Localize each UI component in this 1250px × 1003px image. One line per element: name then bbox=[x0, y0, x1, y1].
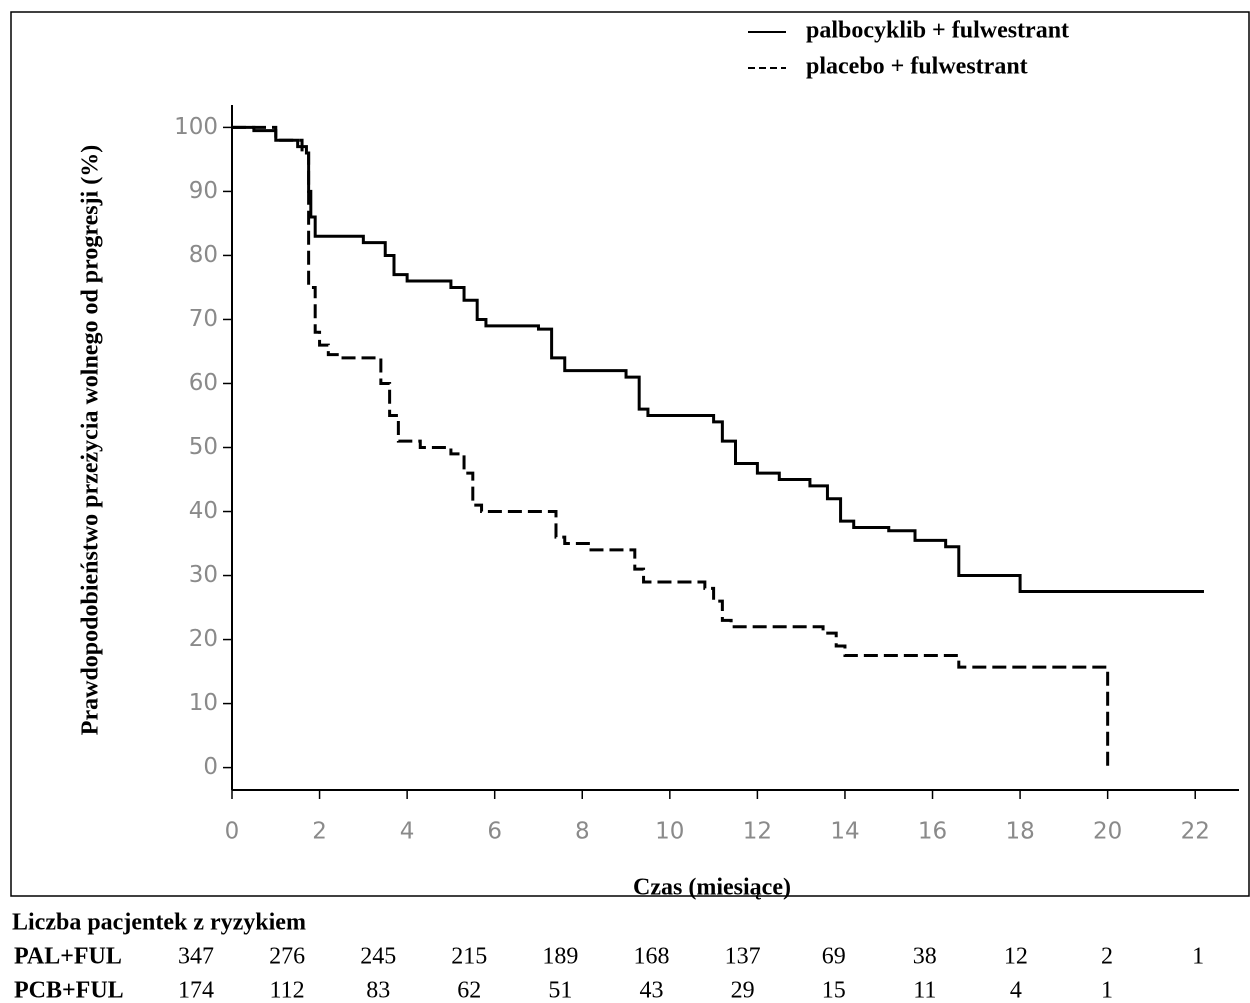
y-tick-label: 10 bbox=[189, 690, 218, 716]
x-tick-label: 8 bbox=[575, 819, 590, 845]
risk-count: 15 bbox=[822, 978, 846, 1003]
risk-count: 12 bbox=[1004, 944, 1028, 970]
y-tick-label: 20 bbox=[189, 626, 218, 652]
frame bbox=[10, 11, 1250, 897]
risk-count: 347 bbox=[178, 944, 214, 970]
risk-row-label: PCB+FUL bbox=[14, 978, 124, 1003]
y-tick-label: 70 bbox=[189, 306, 218, 332]
risk-count: 189 bbox=[542, 944, 578, 970]
survival-curve bbox=[232, 125, 1110, 768]
y-tick-label: 40 bbox=[189, 498, 218, 524]
risk-count: 11 bbox=[913, 978, 936, 1003]
y-tick-label: 80 bbox=[189, 242, 218, 268]
x-tick-label: 2 bbox=[312, 819, 327, 845]
risk-count: 137 bbox=[725, 944, 761, 970]
x-tick-label: 4 bbox=[400, 819, 415, 845]
risk-count: 112 bbox=[270, 978, 305, 1003]
risk-count: 174 bbox=[178, 978, 214, 1003]
risk-count: 29 bbox=[731, 978, 755, 1003]
y-tick-label: 50 bbox=[189, 434, 218, 460]
risk-count: 1 bbox=[1192, 944, 1204, 970]
risk-count: 2 bbox=[1101, 944, 1113, 970]
risk-count: 43 bbox=[640, 978, 664, 1003]
risk-count: 276 bbox=[269, 944, 305, 970]
survival-curve bbox=[232, 125, 1204, 594]
risk-count: 215 bbox=[451, 944, 487, 970]
risk-count: 38 bbox=[913, 944, 937, 970]
risk-count: 4 bbox=[1010, 978, 1022, 1003]
x-tick-label: 20 bbox=[1093, 819, 1122, 845]
y-tick-label: 100 bbox=[174, 114, 218, 140]
risk-row-label: PAL+FUL bbox=[14, 944, 122, 970]
y-axis-title: Prawdopodobieństwo przeżycia wolnego od … bbox=[78, 145, 104, 735]
x-tick-label: 12 bbox=[743, 819, 772, 845]
y-tick-label: 90 bbox=[189, 178, 218, 204]
risk-count: 1 bbox=[1101, 978, 1113, 1003]
risk-table-title: Liczba pacjentek z ryzykiem bbox=[12, 910, 306, 936]
y-tick-label: 0 bbox=[203, 754, 218, 780]
x-tick-label: 0 bbox=[225, 819, 240, 845]
x-tick-label: 22 bbox=[1181, 819, 1210, 845]
x-axis-title: Czas (miesiące) bbox=[633, 875, 791, 901]
x-tick-label: 18 bbox=[1005, 819, 1034, 845]
x-tick-label: 10 bbox=[655, 819, 684, 845]
x-tick-label: 14 bbox=[830, 819, 859, 845]
risk-count: 168 bbox=[634, 944, 670, 970]
y-tick-label: 60 bbox=[189, 370, 218, 396]
risk-count: 62 bbox=[457, 978, 481, 1003]
legend-label: placebo + fulwestrant bbox=[806, 54, 1028, 80]
x-tick-label: 6 bbox=[487, 819, 502, 845]
legend-label: palbocyklib + fulwestrant bbox=[806, 18, 1069, 44]
risk-count: 69 bbox=[822, 944, 846, 970]
risk-count: 245 bbox=[360, 944, 396, 970]
x-tick-label: 16 bbox=[918, 819, 947, 845]
risk-count: 51 bbox=[548, 978, 572, 1003]
y-tick-label: 30 bbox=[189, 562, 218, 588]
risk-count: 83 bbox=[366, 978, 390, 1003]
